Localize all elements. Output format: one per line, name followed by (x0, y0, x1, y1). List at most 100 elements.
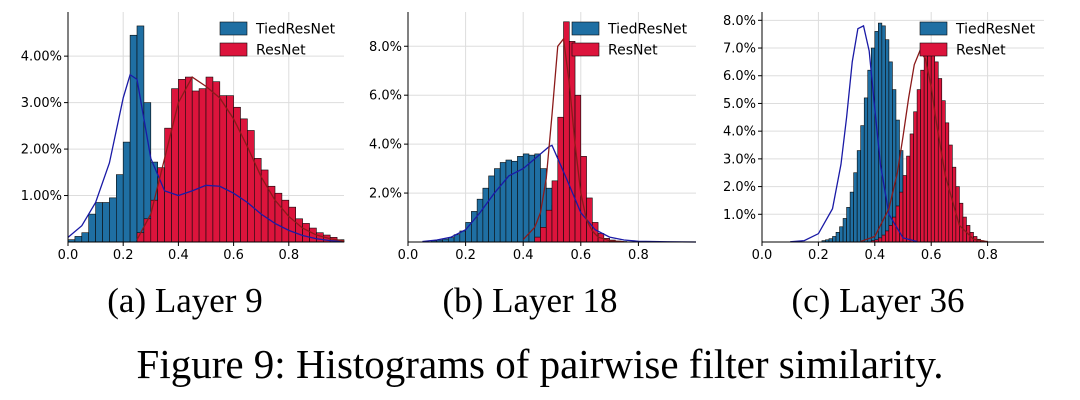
histogram-bar (247, 130, 255, 243)
y-tick-label: 6.0% (369, 89, 402, 104)
histogram-bar (136, 25, 145, 243)
x-tick-label: 0.6 (570, 248, 591, 263)
chart-panels: 0.0 0.2 0.4 0.6 0.8 1.00% 2.00% 3.00% 4.00% TiedR… (21, 12, 1044, 320)
x-tick-label: 0.2 (113, 248, 134, 263)
kde-curve-tiedresnet (67, 73, 345, 243)
histogram-bar (856, 150, 861, 243)
histogram-bar (930, 50, 936, 243)
x-tick-label: 0.2 (808, 248, 829, 263)
x-tick-label: 0.6 (921, 248, 942, 263)
y-tick-label: 1.0% (723, 208, 756, 223)
bar-series-tiedresnet (821, 22, 928, 243)
histogram-bar (545, 209, 553, 243)
x-tick-label: 0.4 (513, 248, 534, 263)
y-tick-label: 3.0% (723, 152, 756, 167)
y-tick-label: 5.0% (723, 97, 756, 112)
bar-series-resnet (136, 76, 345, 243)
histogram-bar (557, 116, 564, 243)
histogram-bar (212, 81, 221, 243)
legend-label-tiedresnet: TiedResNet (255, 22, 336, 38)
y-tick-label: 2.00% (21, 143, 62, 158)
histogram-bar (109, 197, 117, 243)
legend: TiedResNet ResNet (571, 22, 688, 59)
histogram-bar (150, 199, 159, 243)
subfigure-caption: (a) Layer 9 (107, 281, 262, 320)
histogram-bar (494, 168, 501, 243)
legend-swatch-tiedresnet (919, 21, 948, 36)
histogram-bar (81, 232, 90, 243)
histogram-bar (482, 187, 489, 243)
histogram-bar (878, 22, 883, 243)
histogram-bar (551, 180, 559, 243)
x-tick-label: 0.2 (455, 248, 476, 263)
legend-swatch-tiedresnet (219, 21, 248, 36)
histogram-bar (471, 211, 478, 243)
histogram-bar (937, 78, 943, 243)
x-tick-label: 0.8 (278, 248, 299, 263)
histogram-bar (448, 237, 455, 243)
histogram-bar (842, 218, 847, 243)
histogram-bar (867, 69, 872, 243)
x-tick-label: 0.4 (168, 248, 189, 263)
legend-label-resnet: ResNet (256, 43, 306, 59)
histogram-bar (129, 34, 138, 243)
y-tick-label: 4.0% (369, 138, 402, 153)
histogram-bar (881, 25, 886, 243)
histogram-bar (116, 174, 124, 243)
histogram-bar (846, 207, 851, 243)
subfigure-caption: (b) Layer 18 (443, 281, 618, 320)
histogram-bar (885, 230, 890, 243)
histogram-bar (88, 213, 96, 243)
histogram-bar (191, 90, 200, 243)
y-tick-label: 3.00% (21, 96, 62, 111)
histogram-bar (902, 175, 907, 243)
y-tick-label: 1.00% (21, 189, 62, 204)
histogram-bar (281, 199, 290, 243)
legend-swatch-resnet (219, 42, 248, 57)
histogram-bar (74, 236, 83, 243)
legend-label-tiedresnet: TiedResNet (607, 22, 688, 38)
histogram-bar (534, 153, 541, 243)
y-tick-label: 6.0% (723, 69, 756, 84)
histogram-bar (959, 202, 964, 243)
histogram-bar (233, 106, 241, 243)
legend: TiedResNet ResNet (219, 21, 336, 59)
histogram-bar (102, 202, 110, 243)
histogram-bar (839, 226, 844, 243)
histogram-bar (476, 198, 484, 243)
y-tick-label: 2.0% (369, 187, 402, 202)
histogram-bar (540, 227, 547, 243)
histogram-bar (95, 202, 103, 243)
figure-caption: Figure 9: Histograms of pairwise filter … (137, 341, 944, 387)
histogram-bar (260, 169, 269, 243)
histogram-bar (916, 89, 921, 243)
legend-swatch-resnet (919, 42, 948, 57)
histogram-bar (122, 141, 131, 243)
histogram-bar (288, 206, 296, 243)
histogram-bar (860, 125, 865, 243)
chart-panel-1: 0.0 0.2 0.4 0.6 0.8 1.00% 2.00% 3.00% 4.00% TiedR… (21, 12, 345, 320)
subfigure-caption: (c) Layer 36 (792, 281, 965, 320)
kde-curve-tiedresnet (790, 24, 918, 243)
histogram-bar (157, 167, 165, 243)
y-tick-label: 7.0% (723, 42, 756, 57)
histogram-bar (909, 133, 914, 243)
y-tick-label: 2.0% (723, 180, 756, 195)
y-tick-label: 4.00% (21, 50, 62, 65)
histogram-bar (302, 223, 310, 243)
histogram-bar (923, 53, 928, 243)
histogram-bar (906, 155, 911, 243)
y-tick-label: 8.0% (723, 14, 756, 29)
histogram-bar (849, 191, 854, 243)
legend-label-resnet: ResNet (956, 43, 1006, 59)
x-tick-label: 0.0 (398, 248, 419, 263)
x-tick-label: 0.6 (223, 248, 244, 263)
histogram-bar (316, 232, 324, 243)
histogram-bar (832, 236, 837, 243)
histogram-bar (295, 218, 303, 243)
legend-label-tiedresnet: TiedResNet (955, 22, 1036, 38)
histogram-bar (499, 162, 507, 243)
histogram-bar (240, 118, 248, 243)
y-tick-label: 8.0% (369, 40, 402, 55)
